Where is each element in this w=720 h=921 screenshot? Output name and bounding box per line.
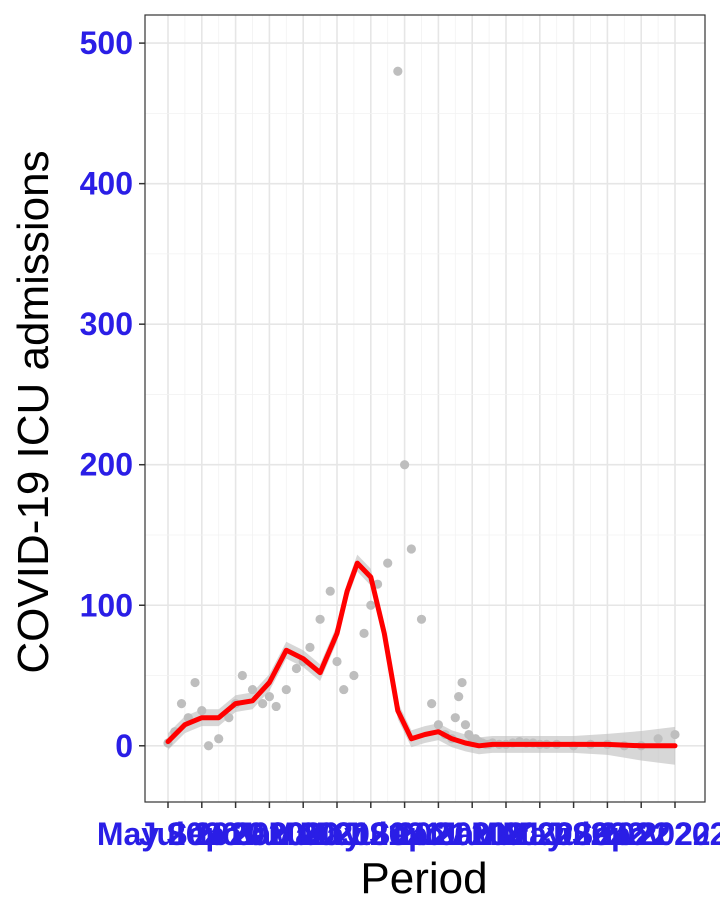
data-point: [383, 558, 393, 568]
data-point: [359, 628, 369, 638]
x-tick-label: Jul 2021: [341, 816, 467, 852]
x-tick-label: May 2022: [502, 816, 644, 852]
x-axis-title: Period: [360, 854, 487, 903]
x-tick-label: Jul 2022: [544, 816, 670, 852]
data-point: [271, 701, 281, 712]
x-tick-label: Mar 2021: [269, 816, 406, 852]
x-tick-label: Sep 2020: [166, 816, 305, 852]
data-point: [214, 734, 224, 744]
y-axis-ticks: 0 100 200 300 400 500: [80, 25, 145, 764]
data-point: [433, 720, 443, 730]
data-point: [176, 699, 187, 709]
x-tick-label: Nov 2020: [199, 816, 340, 852]
data-point: [454, 691, 464, 702]
x-tick-label: Jan 2021: [236, 816, 371, 852]
data-point: [237, 670, 247, 681]
grid-lines: [145, 15, 705, 802]
x-tick-label: Jan 2022: [438, 816, 573, 852]
data-point: [366, 600, 376, 610]
data-point: [406, 544, 416, 554]
data-point: [400, 460, 410, 470]
y-axis-title: COVID-19 ICU admissions: [9, 150, 58, 673]
plot-panel-border: [144, 14, 706, 803]
x-tick-label: Nov 2022: [605, 816, 720, 852]
data-point: [247, 684, 258, 695]
data-point: [427, 699, 437, 709]
data-point: [264, 691, 274, 702]
data-point: [224, 713, 234, 723]
data-point: [670, 729, 680, 740]
smooth-curve: [165, 560, 678, 749]
y-tick-label: 400: [80, 166, 133, 202]
x-tick-label: Mar 2022: [471, 816, 608, 852]
x-tick-label: May 2020: [97, 816, 239, 852]
data-point: [349, 670, 359, 681]
data-point: [315, 614, 325, 624]
x-tick-label: May 2021: [300, 816, 442, 852]
x-tick-label: Nov 2021: [402, 816, 543, 852]
y-tick-label: 200: [80, 447, 133, 483]
data-point: [197, 706, 207, 716]
x-tick-label: Jul 2020: [139, 816, 265, 852]
data-point: [305, 642, 315, 653]
data-point: [332, 656, 342, 667]
data-point: [460, 720, 471, 730]
data-point: [190, 677, 200, 688]
data-point: [416, 614, 427, 624]
y-tick-label: 300: [80, 306, 133, 342]
x-tick-label: Sep 2021: [369, 816, 508, 852]
data-point: [457, 677, 467, 688]
data-point: [325, 586, 335, 596]
smooth-line: [165, 560, 678, 749]
data-point: [281, 684, 291, 695]
data-point: [258, 699, 268, 709]
data-point: [393, 66, 403, 76]
x-tick-label: Sep 2022: [572, 816, 711, 852]
data-point: [450, 713, 460, 723]
data-point: [653, 734, 663, 744]
y-tick-label: 500: [80, 25, 133, 61]
data-point: [291, 663, 302, 674]
y-tick-label: 0: [115, 728, 133, 764]
data-point: [203, 741, 214, 751]
y-tick-label: 100: [80, 587, 133, 623]
data-point: [339, 684, 349, 695]
